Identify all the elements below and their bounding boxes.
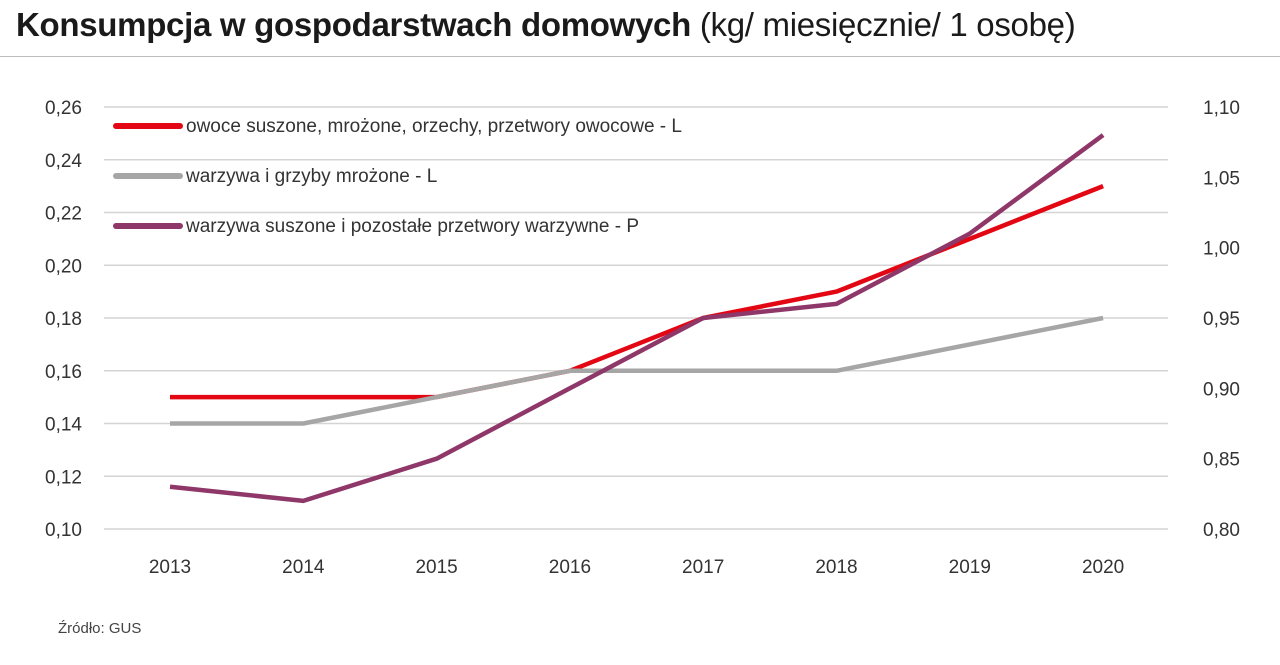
y-right-tick-label: 0,80 xyxy=(1203,520,1240,541)
chart-title-main: Konsumpcja w gospodarstwach domowych xyxy=(16,6,691,43)
y-left-tick-label: 0,26 xyxy=(45,98,82,119)
x-tick-label: 2014 xyxy=(282,557,325,578)
x-tick-label: 2016 xyxy=(549,557,591,578)
y-right-tick-label: 0,90 xyxy=(1203,379,1240,400)
x-tick-label: 2013 xyxy=(149,557,191,578)
y-left-tick-label: 0,16 xyxy=(45,362,82,383)
y-right-tick-label: 1,10 xyxy=(1203,98,1240,119)
chart-title: Konsumpcja w gospodarstwach domowych (kg… xyxy=(16,6,1076,44)
y-right-tick-label: 0,95 xyxy=(1203,309,1240,330)
series-line-3 xyxy=(169,133,1105,504)
y-left-tick-label: 0,12 xyxy=(45,467,82,488)
y-right-tick-label: 1,00 xyxy=(1203,239,1240,260)
x-tick-label: 2018 xyxy=(815,557,857,578)
x-tick-label: 2017 xyxy=(682,557,724,578)
legend-label: owoce suszone, mrożone, orzechy, przetwo… xyxy=(186,116,682,137)
title-divider xyxy=(0,56,1280,57)
source-note: Źródło: GUS xyxy=(58,620,142,637)
y-left-tick-label: 0,22 xyxy=(45,204,82,225)
y-left-tick-label: 0,10 xyxy=(45,520,82,541)
legend-label: warzywa suszone i pozostałe przetwory wa… xyxy=(185,216,639,237)
legend-label: warzywa i grzyby mrożone - L xyxy=(185,166,437,187)
y-right-tick-label: 1,05 xyxy=(1203,168,1240,189)
x-tick-label: 2015 xyxy=(415,557,457,578)
x-tick-label: 2020 xyxy=(1082,557,1124,578)
series-line-2 xyxy=(170,315,1104,426)
y-right-tick-label: 0,85 xyxy=(1203,450,1240,471)
y-left-tick-label: 0,20 xyxy=(45,256,82,277)
chart-title-unit: (kg/ miesięcznie/ 1 osobę) xyxy=(699,6,1076,43)
y-left-tick-label: 0,24 xyxy=(45,151,82,172)
x-tick-label: 2019 xyxy=(949,557,991,578)
y-left-tick-label: 0,18 xyxy=(45,309,82,330)
y-left-tick-label: 0,14 xyxy=(45,415,82,436)
